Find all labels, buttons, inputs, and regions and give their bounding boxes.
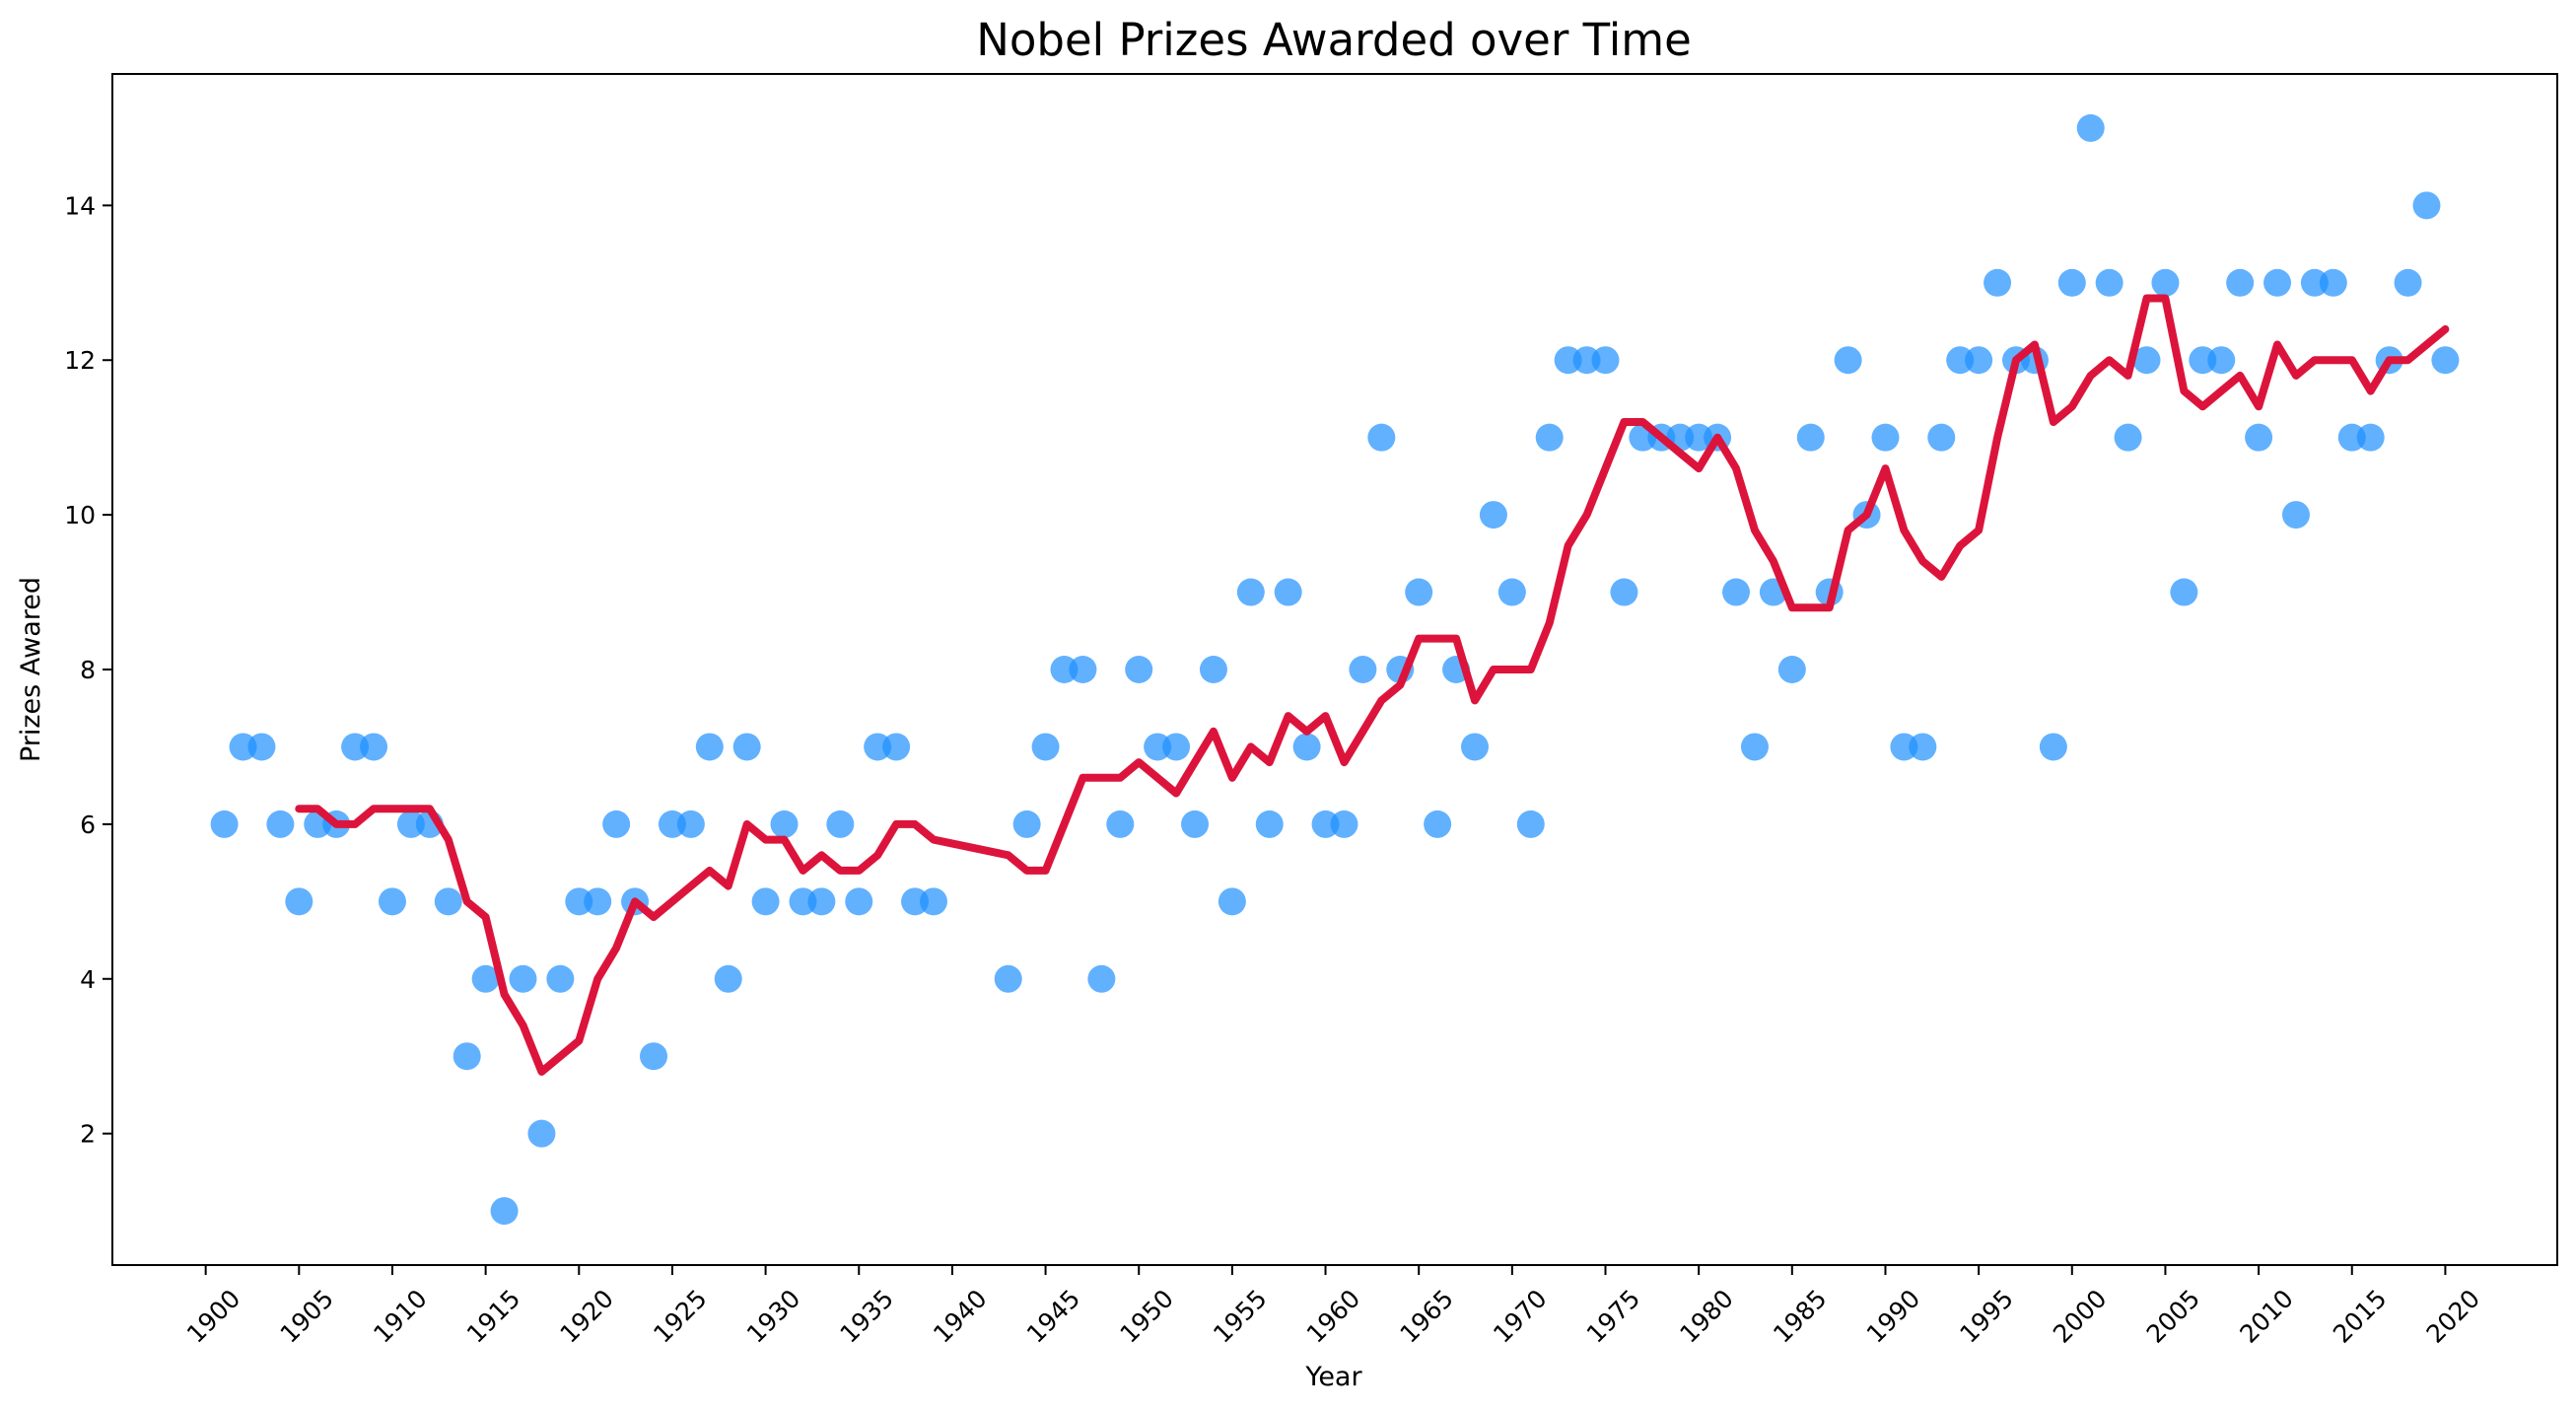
data-point: [1909, 733, 1937, 761]
data-point: [1255, 810, 1284, 838]
y-tick-label: 14: [64, 191, 96, 220]
rolling-average-line: [295, 294, 2450, 1076]
data-point: [1181, 810, 1210, 838]
data-point: [1591, 346, 1620, 375]
data-point: [1984, 268, 2012, 297]
y-tick-label: 4: [80, 965, 96, 994]
data-point: [1424, 810, 1452, 838]
data-point: [453, 1042, 481, 1071]
data-point: [714, 964, 742, 993]
data-point: [2394, 268, 2422, 297]
data-point: [1367, 423, 1396, 452]
y-axis: 2 4 6 8 10 12 14: [64, 191, 112, 1149]
data-point: [2226, 268, 2255, 297]
data-point: [640, 1042, 668, 1071]
data-point: [1069, 656, 1097, 683]
data-point: [919, 887, 947, 916]
data-point: [2132, 346, 2161, 375]
y-tick-label: 6: [80, 811, 96, 839]
data-point: [1330, 810, 1358, 838]
data-point: [2095, 268, 2123, 297]
chart-title: Nobel Prizes Awarded over Time: [976, 14, 1692, 66]
data-point: [807, 887, 836, 916]
x-axis-label: Year: [1304, 1362, 1362, 1392]
data-point: [266, 810, 295, 838]
data-point: [285, 887, 313, 916]
data-point: [882, 733, 911, 761]
data-point: [1087, 964, 1116, 993]
data-point: [2170, 578, 2198, 606]
data-point: [1218, 887, 1246, 916]
data-point: [1031, 733, 1060, 761]
data-point: [2281, 501, 2310, 529]
data-point: [2431, 346, 2460, 375]
data-point: [1012, 810, 1041, 838]
data-point: [2076, 113, 2105, 142]
data-point: [509, 964, 537, 993]
data-point: [1405, 578, 1433, 606]
data-point: [1479, 501, 1507, 529]
data-point: [2319, 268, 2347, 297]
data-point: [1796, 423, 1825, 452]
data-point: [1740, 733, 1769, 761]
data-point: [1236, 578, 1265, 606]
y-tick-label: 2: [80, 1120, 96, 1149]
y-tick-label: 8: [80, 656, 96, 684]
data-point: [471, 964, 500, 993]
data-point: [546, 964, 575, 993]
data-point: [1871, 423, 1900, 452]
axes-frame: [111, 73, 2558, 1266]
data-point: [1722, 578, 1751, 606]
data-point: [1777, 656, 1806, 683]
data-point: [1162, 733, 1191, 761]
data-point: [210, 810, 239, 838]
data-point: [2356, 423, 2385, 452]
data-point: [676, 810, 705, 838]
data-point: [1292, 733, 1321, 761]
data-point: [2412, 191, 2441, 220]
data-point: [247, 733, 276, 761]
data-point: [751, 887, 780, 916]
y-tick-label: 12: [64, 346, 96, 375]
data-point: [1125, 656, 1153, 683]
data-point: [695, 733, 724, 761]
data-point: [1349, 656, 1377, 683]
data-point: [527, 1119, 556, 1148]
data-point: [602, 810, 631, 838]
data-point: [490, 1197, 519, 1226]
data-point: [1610, 578, 1638, 606]
data-point: [378, 887, 406, 916]
data-point: [732, 733, 761, 761]
data-point: [2057, 268, 2086, 297]
data-point: [1460, 733, 1489, 761]
data-point: [2245, 423, 2273, 452]
data-point: [584, 887, 612, 916]
data-point: [2114, 423, 2142, 452]
data-point: [1497, 578, 1526, 606]
data-point: [1274, 578, 1302, 606]
data-point: [845, 887, 873, 916]
data-point: [770, 810, 799, 838]
data-point: [1965, 346, 1993, 375]
y-axis-label: Prizes Awared: [16, 577, 46, 762]
data-point: [1106, 810, 1135, 838]
data-point: [1927, 423, 1956, 452]
data-point: [360, 733, 388, 761]
data-point: [1834, 346, 1862, 375]
data-point: [2207, 346, 2236, 375]
data-point: [2039, 733, 2067, 761]
data-point: [1535, 423, 1564, 452]
data-point: [1199, 656, 1227, 683]
data-point: [2151, 268, 2180, 297]
data-point: [994, 964, 1022, 993]
data-point: [1516, 810, 1545, 838]
y-tick-label: 10: [64, 501, 96, 529]
data-point: [434, 887, 462, 916]
data-point: [2263, 268, 2292, 297]
data-point: [826, 810, 855, 838]
